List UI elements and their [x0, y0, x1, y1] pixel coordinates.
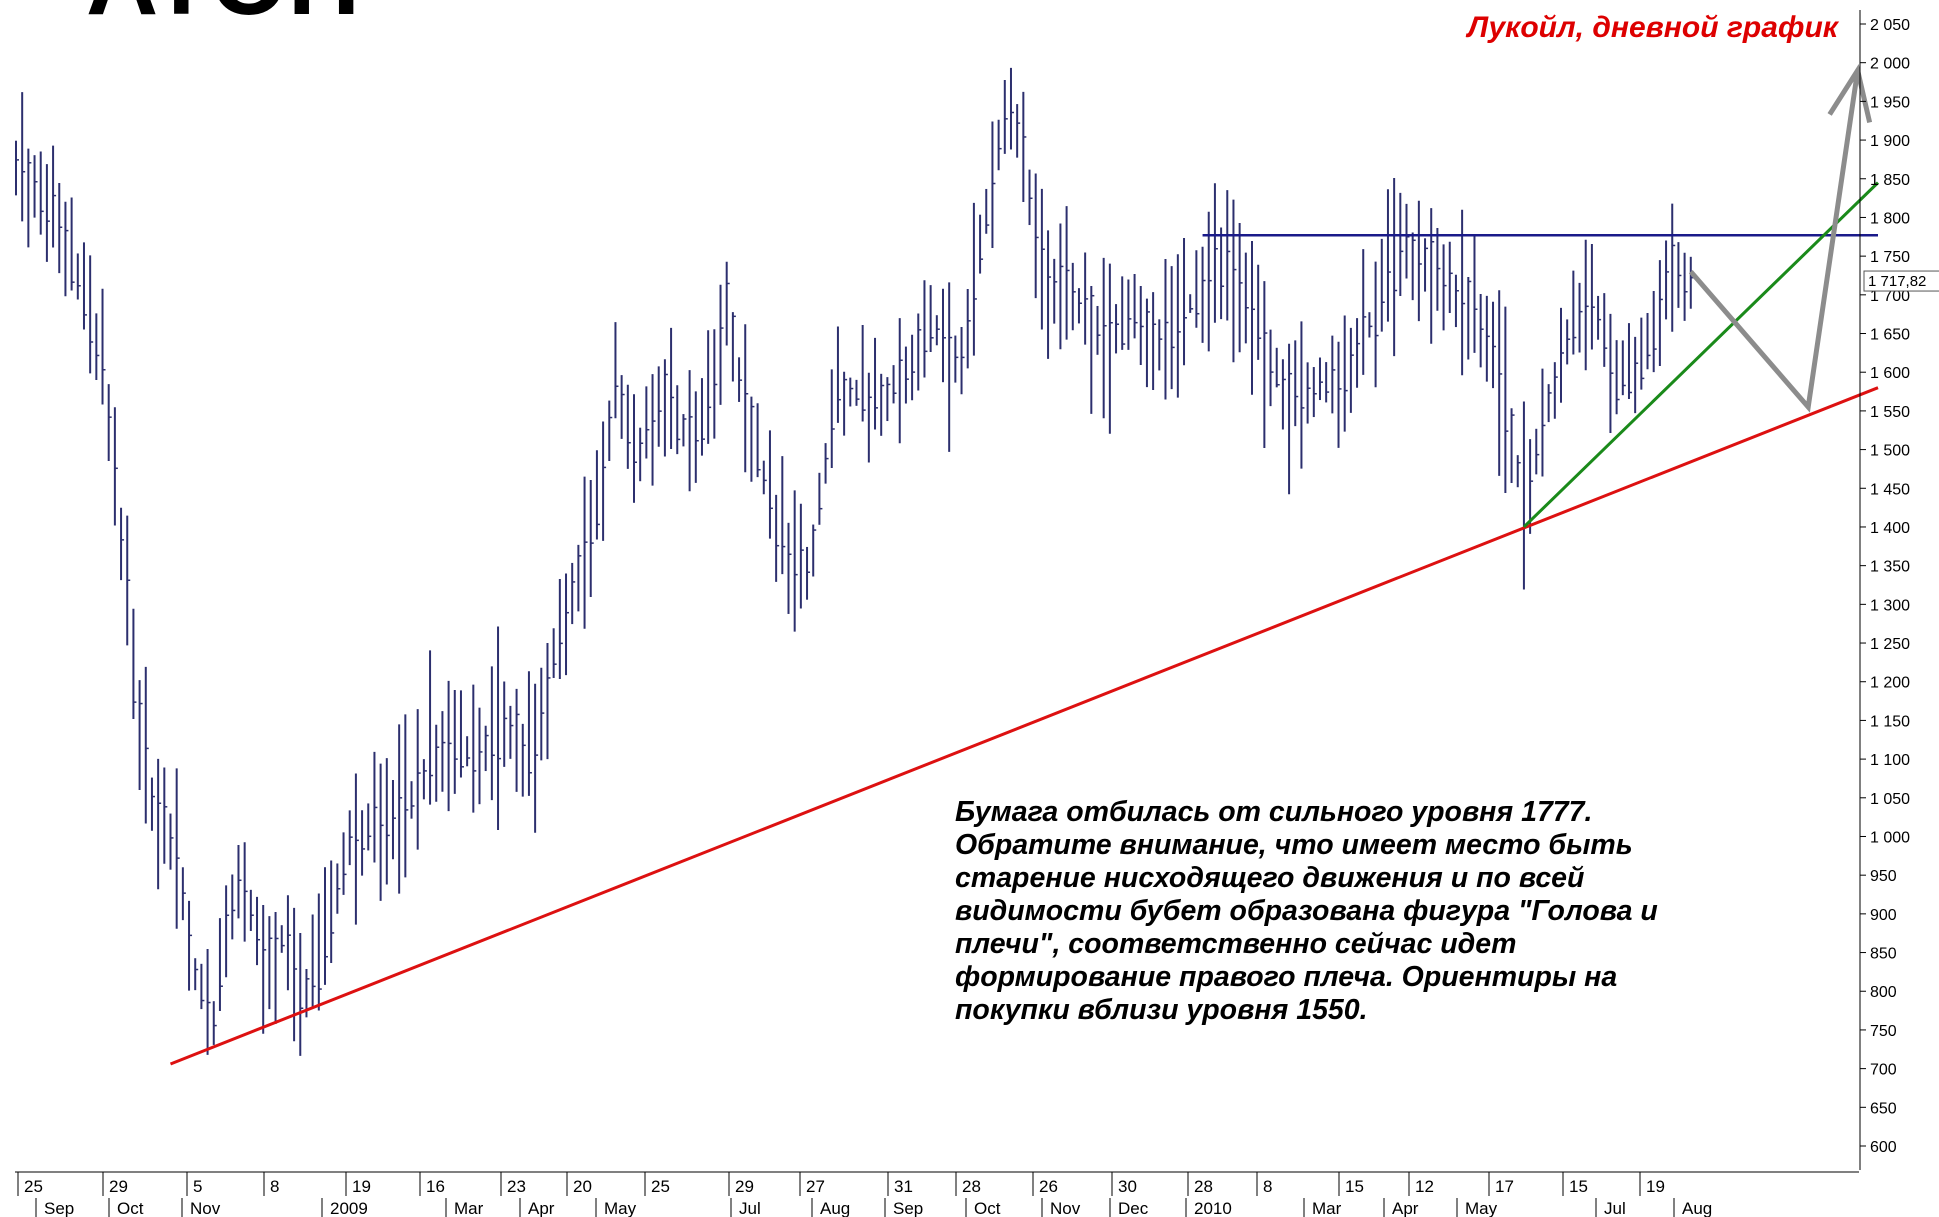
x-day-label: 15	[1569, 1177, 1588, 1196]
y-tick-label: 1 650	[1870, 327, 1910, 344]
chart-title: Лукойл, дневной график	[1465, 11, 1839, 44]
y-tick-label: 1 950	[1870, 94, 1910, 111]
y-tick-label: 1 300	[1870, 597, 1910, 614]
x-day-label: 17	[1495, 1177, 1514, 1196]
y-tick-label: 1 600	[1870, 365, 1910, 382]
y-tick-label: 1 700	[1870, 288, 1910, 305]
x-month-label: Aug	[1682, 1199, 1712, 1217]
last-price-label: 1 717,82	[1868, 273, 1926, 290]
y-tick-label: 1 350	[1870, 559, 1910, 576]
y-tick-label: 850	[1870, 946, 1897, 963]
y-tick-label: 650	[1870, 1100, 1897, 1117]
y-tick-label: 1 500	[1870, 443, 1910, 460]
x-month-label: Mar	[454, 1199, 484, 1217]
x-month-label: Sep	[893, 1199, 923, 1217]
x-month-label: Jul	[739, 1199, 761, 1217]
y-tick-label: 900	[1870, 907, 1897, 924]
x-month-label: Oct	[974, 1199, 1001, 1217]
x-day-label: 26	[1039, 1177, 1058, 1196]
x-day-label: 28	[962, 1177, 981, 1196]
y-tick-label: 1 800	[1870, 210, 1910, 227]
x-day-label: 15	[1345, 1177, 1364, 1196]
x-day-label: 20	[573, 1177, 592, 1196]
x-month-label: 2009	[330, 1199, 368, 1217]
x-day-label: 12	[1415, 1177, 1434, 1196]
x-month-label: Sep	[44, 1199, 74, 1217]
y-tick-label: 1 150	[1870, 713, 1910, 730]
y-axis: 600 650 700 750 800 850 900 950 1 000 1 050 1 100 1…	[1859, 10, 1939, 1170]
x-month-label: Mar	[1312, 1199, 1342, 1217]
y-tick-label: 950	[1870, 868, 1897, 885]
y-tick-label: 800	[1870, 984, 1897, 1001]
x-month-label: Apr	[1392, 1199, 1419, 1217]
x-day-label: 23	[507, 1177, 526, 1196]
x-month-label: Oct	[117, 1199, 144, 1217]
y-tick-label: 700	[1870, 1062, 1897, 1079]
y-tick-label: 750	[1870, 1023, 1897, 1040]
y-tick-label: 1 550	[1870, 404, 1910, 421]
x-month-label: May	[1465, 1199, 1498, 1217]
y-tick-label: 1 250	[1870, 636, 1910, 653]
x-month-label: Dec	[1118, 1199, 1149, 1217]
logo: ATOH	[86, 0, 360, 36]
x-day-label: 31	[894, 1177, 913, 1196]
y-tick-label: 1 450	[1870, 481, 1910, 498]
y-tick-label: 1 750	[1870, 249, 1910, 266]
price-bars	[15, 67, 1694, 1056]
x-day-label: 29	[735, 1177, 754, 1196]
x-axis: 25 29 5 8 19 16 23 20 25 29 27 31 28 26 30 28 8 15 12 17 15 1…	[15, 1171, 1859, 1217]
x-day-label: 19	[1646, 1177, 1665, 1196]
x-day-label: 25	[651, 1177, 670, 1196]
y-tick-label: 2 000	[1870, 56, 1910, 73]
x-day-label: 27	[806, 1177, 825, 1196]
x-day-label: 8	[270, 1177, 279, 1196]
y-tick-label: 1 850	[1870, 172, 1910, 189]
y-tick-label: 1 000	[1870, 829, 1910, 846]
y-tick-label: 1 050	[1870, 791, 1910, 808]
trend-line	[1522, 181, 1880, 529]
x-day-label: 5	[193, 1177, 202, 1196]
x-month-label: Apr	[528, 1199, 555, 1217]
last-price-box	[1863, 270, 1939, 292]
y-tick-label: 2 050	[1870, 17, 1910, 34]
y-tick-label: 1 400	[1870, 520, 1910, 537]
x-month-label: Aug	[820, 1199, 850, 1217]
y-tick-label: 1 100	[1870, 752, 1910, 769]
x-month-label: Jul	[1604, 1199, 1626, 1217]
y-tick-label: 1 900	[1870, 133, 1910, 150]
y-tick-label: 600	[1870, 1139, 1897, 1156]
y-tick-label: 1 200	[1870, 675, 1910, 692]
trend-lines	[169, 64, 1880, 1066]
annotation-text: Бумага отбилась от сильного уровня 1777.…	[955, 796, 1658, 1026]
logo-text: ATOH	[86, 0, 360, 36]
x-day-label: 25	[24, 1177, 43, 1196]
support-line	[169, 386, 1879, 1066]
x-day-label: 8	[1263, 1177, 1272, 1196]
x-day-label: 28	[1194, 1177, 1213, 1196]
projection-path	[1688, 70, 1861, 413]
x-day-label: 29	[109, 1177, 128, 1196]
x-month-label: Nov	[190, 1199, 221, 1217]
x-month-label: May	[604, 1199, 637, 1217]
x-day-label: 16	[426, 1177, 445, 1196]
x-month-label: 2010	[1194, 1199, 1232, 1217]
projection-arrowhead	[1827, 64, 1873, 123]
x-month-label: Nov	[1050, 1199, 1081, 1217]
x-day-label: 30	[1118, 1177, 1137, 1196]
x-day-label: 19	[352, 1177, 371, 1196]
